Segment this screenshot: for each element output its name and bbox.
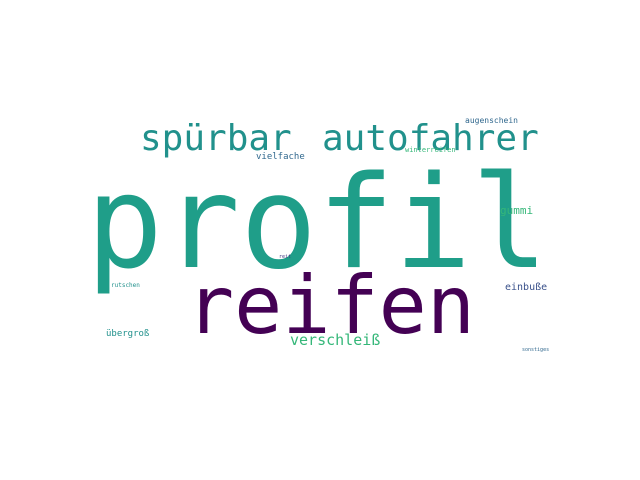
word-cloud-panel [80, 108, 560, 372]
word-vielfache: vielfache [256, 152, 305, 162]
word-sonstiges: sonstiges [522, 347, 550, 353]
word-reifen: reifen [186, 259, 475, 352]
word-gummi: gummi [500, 204, 534, 217]
word-winterreifen: winterreifen [405, 146, 456, 154]
word-ubergross: übergroß [106, 329, 150, 339]
word-profil: profil [86, 149, 549, 298]
word-verschleiss: verschleiß [290, 331, 381, 349]
word-autofahrer: autofahrer [322, 118, 539, 159]
word-reit: reit [279, 254, 292, 260]
word-spurbar: spürbar [140, 118, 292, 159]
word-augenschein: augenschein [465, 116, 518, 125]
word-einbusse: einbuße [505, 282, 548, 293]
word-rutschen: rutschen [111, 282, 140, 289]
